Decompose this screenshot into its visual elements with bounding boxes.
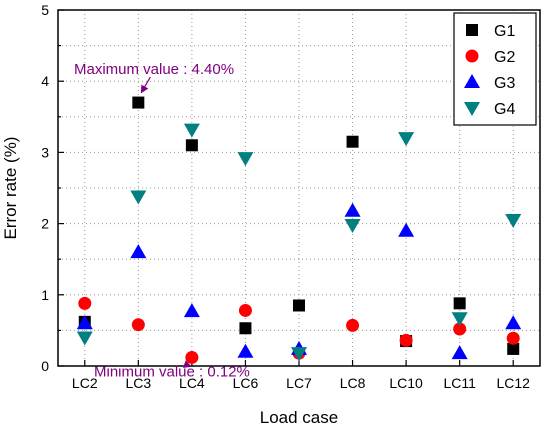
legend-marker-g4	[464, 102, 480, 116]
data-point-g4	[398, 132, 415, 147]
data-point-g2	[238, 303, 252, 317]
data-point-g3	[183, 303, 200, 318]
x-tick-label: LC8	[340, 375, 366, 391]
data-point-g3	[451, 345, 468, 360]
x-tick-labels: LC2 LC3 LC4 LC6 LC7 LC8 LC10 LC11 LC12	[72, 375, 530, 391]
legend-marker-g3	[464, 74, 480, 88]
legend-entry-g1: G1	[466, 23, 515, 40]
legend: G1 G2 G3 G4	[453, 12, 537, 126]
legend-label-g3: G3	[494, 75, 515, 92]
data-point-g4	[237, 152, 254, 167]
data-point-g2	[131, 318, 145, 332]
x-tick-label: LC7	[286, 375, 312, 391]
annotations: Maximum value : 4.40% Minimum value : 0.1…	[74, 61, 250, 381]
data-point-g4	[183, 123, 200, 138]
legend-entry-g3: G3	[464, 74, 515, 92]
x-tick-label: LC4	[179, 375, 205, 391]
data-point-g4	[291, 347, 307, 362]
data-point-g3	[505, 315, 522, 330]
data-point-g1	[507, 342, 520, 355]
data-point-g1	[132, 96, 145, 109]
legend-marker-g1	[466, 24, 478, 36]
data-point-g1	[293, 299, 305, 312]
data-point-g1	[346, 135, 359, 148]
legend-entry-g4: G4	[464, 101, 515, 118]
data-point-g3	[76, 315, 93, 330]
annotation-arrow	[182, 360, 192, 368]
legend-entry-g2: G2	[465, 49, 515, 66]
legend-marker-g2	[465, 49, 479, 63]
annotation-label: Maximum value : 4.40%	[74, 61, 234, 78]
data-point-g1	[185, 139, 198, 152]
data-point-g3	[344, 202, 361, 217]
y-tick-label: 3	[41, 144, 49, 160]
y-tick-labels: 0 1 2 3 4 5	[41, 2, 49, 374]
y-tick-label: 1	[41, 287, 49, 303]
x-tick-label: LC6	[233, 375, 259, 391]
data-point-g3	[130, 244, 147, 259]
series-g1	[78, 96, 520, 355]
data-point-g4	[130, 190, 147, 205]
x-tick-label: LC10	[389, 375, 423, 391]
y-tick-label: 0	[41, 358, 49, 374]
series-g3	[76, 202, 522, 360]
data-point-g3	[398, 222, 415, 237]
x-axis-title: Load case	[260, 408, 338, 427]
x-tick-label: LC3	[125, 375, 151, 391]
data-point-g4	[505, 214, 522, 229]
annotation-arrow	[140, 76, 151, 94]
data-point-g1	[239, 322, 252, 335]
data-point-g4	[344, 219, 361, 234]
data-point-g4	[76, 331, 93, 346]
y-tick-label: 2	[41, 216, 49, 232]
data-point-g2	[185, 350, 199, 364]
annotation-label: Minimum value : 0.12%	[94, 364, 250, 381]
data-point-g1	[453, 297, 466, 310]
y-axis-title: Error rate (%)	[1, 137, 20, 240]
legend-label-g2: G2	[494, 49, 515, 66]
data-point-g3	[237, 343, 254, 358]
y-tick-label: 5	[41, 2, 49, 18]
axis-ticks	[58, 9, 514, 367]
data-point-g4	[451, 312, 468, 327]
legend-label-g4: G4	[494, 101, 515, 118]
legend-label-g1: G1	[494, 23, 515, 40]
series-g4	[76, 123, 522, 362]
x-tick-label: LC2	[72, 375, 98, 391]
x-tick-label: LC11	[443, 375, 476, 391]
y-tick-label: 4	[41, 73, 49, 89]
data-point-g2	[346, 318, 360, 332]
data-points	[76, 96, 522, 364]
data-point-g2	[453, 322, 467, 336]
data-point-g2	[399, 333, 413, 347]
data-point-g2	[78, 296, 92, 310]
data-point-g2	[506, 331, 520, 345]
x-tick-label: LC12	[496, 375, 530, 391]
